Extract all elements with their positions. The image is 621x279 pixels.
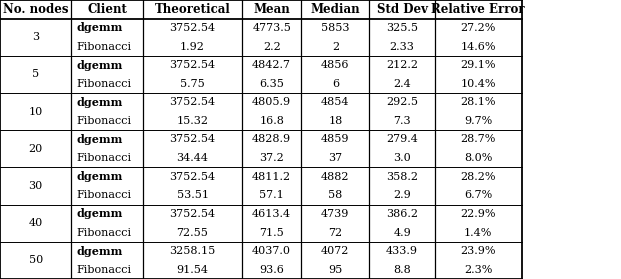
Text: 4859: 4859 [321,134,350,145]
Text: Fibonacci: Fibonacci [76,116,132,126]
Text: 3752.54: 3752.54 [170,97,215,107]
Text: 3.0: 3.0 [393,153,411,163]
Text: 5: 5 [32,69,39,80]
Text: 15.32: 15.32 [176,116,209,126]
Text: 4613.4: 4613.4 [252,209,291,219]
Text: 29.1%: 29.1% [460,60,496,70]
Text: 14.6%: 14.6% [460,42,496,52]
Text: 37: 37 [329,153,342,163]
Text: 9.7%: 9.7% [464,116,492,126]
Text: 22.9%: 22.9% [460,209,496,219]
Text: 4.9: 4.9 [393,227,411,237]
Text: 5.75: 5.75 [180,79,205,89]
Text: 27.2%: 27.2% [461,23,496,33]
Text: 5853: 5853 [321,23,350,33]
Text: 6.7%: 6.7% [464,190,492,200]
Text: 72: 72 [329,227,342,237]
Text: 292.5: 292.5 [386,97,418,107]
Text: 10.4%: 10.4% [460,79,496,89]
Text: 71.5: 71.5 [260,227,284,237]
Text: 3752.54: 3752.54 [170,134,215,145]
Text: 325.5: 325.5 [386,23,418,33]
Text: 10: 10 [29,107,43,117]
Text: 53.51: 53.51 [176,190,209,200]
Text: 279.4: 279.4 [386,134,418,145]
Text: dgemm: dgemm [76,60,123,71]
Text: Median: Median [310,3,360,16]
Text: 3752.54: 3752.54 [170,60,215,70]
Text: 4805.9: 4805.9 [252,97,291,107]
Text: 4854: 4854 [321,97,350,107]
Text: 23.9%: 23.9% [460,246,496,256]
Text: dgemm: dgemm [76,134,123,145]
Text: 4072: 4072 [321,246,350,256]
Text: 4842.7: 4842.7 [252,60,291,70]
Text: Fibonacci: Fibonacci [76,190,132,200]
Text: 4773.5: 4773.5 [252,23,291,33]
Text: 3752.54: 3752.54 [170,209,215,219]
Text: Theoretical: Theoretical [155,3,230,16]
Text: dgemm: dgemm [76,171,123,182]
Text: Fibonacci: Fibonacci [76,227,132,237]
Text: 7.3: 7.3 [393,116,411,126]
Text: 3: 3 [32,32,39,42]
Text: 2.4: 2.4 [393,79,411,89]
Text: 212.2: 212.2 [386,60,418,70]
Text: 37.2: 37.2 [260,153,284,163]
Text: 93.6: 93.6 [259,265,284,275]
Text: 1.4%: 1.4% [464,227,492,237]
Text: 91.54: 91.54 [176,265,209,275]
Text: dgemm: dgemm [76,97,123,108]
Text: 6.35: 6.35 [259,79,284,89]
Text: 4811.2: 4811.2 [252,172,291,182]
Text: Fibonacci: Fibonacci [76,42,132,52]
Text: 4037.0: 4037.0 [252,246,291,256]
Text: 57.1: 57.1 [260,190,284,200]
Text: 16.8: 16.8 [259,116,284,126]
Text: 6: 6 [332,79,339,89]
Text: 4828.9: 4828.9 [252,134,291,145]
Text: 20: 20 [29,144,43,154]
Text: 50: 50 [29,255,43,265]
Text: 8.8: 8.8 [393,265,411,275]
Text: 95: 95 [329,265,342,275]
Text: 433.9: 433.9 [386,246,418,256]
Text: Fibonacci: Fibonacci [76,79,132,89]
Text: 40: 40 [29,218,43,228]
Text: No. nodes: No. nodes [3,3,68,16]
Text: Client: Client [87,3,127,16]
Text: 1.92: 1.92 [180,42,205,52]
Text: 386.2: 386.2 [386,209,418,219]
Text: 30: 30 [29,181,43,191]
Text: 2.3%: 2.3% [464,265,492,275]
Text: 28.1%: 28.1% [460,97,496,107]
Text: 72.55: 72.55 [176,227,209,237]
Text: dgemm: dgemm [76,246,123,257]
Text: 34.44: 34.44 [176,153,209,163]
Text: Relative Error: Relative Error [432,3,525,16]
Text: 2: 2 [332,42,339,52]
Text: 3258.15: 3258.15 [170,246,215,256]
Text: 2.9: 2.9 [393,190,411,200]
Text: 4739: 4739 [321,209,350,219]
Text: 28.2%: 28.2% [460,172,496,182]
Text: 28.7%: 28.7% [461,134,496,145]
Text: dgemm: dgemm [76,22,123,33]
Text: 2.2: 2.2 [263,42,281,52]
Text: Fibonacci: Fibonacci [76,153,132,163]
Text: 58: 58 [329,190,342,200]
Text: 358.2: 358.2 [386,172,418,182]
Text: 18: 18 [329,116,342,126]
Text: Mean: Mean [253,3,290,16]
Text: 3752.54: 3752.54 [170,23,215,33]
Text: dgemm: dgemm [76,208,123,219]
Text: 4882: 4882 [321,172,350,182]
Text: 8.0%: 8.0% [464,153,492,163]
Text: Std Dev: Std Dev [376,3,428,16]
Text: 4856: 4856 [321,60,350,70]
Text: Fibonacci: Fibonacci [76,265,132,275]
Text: 2.33: 2.33 [389,42,415,52]
Text: 3752.54: 3752.54 [170,172,215,182]
